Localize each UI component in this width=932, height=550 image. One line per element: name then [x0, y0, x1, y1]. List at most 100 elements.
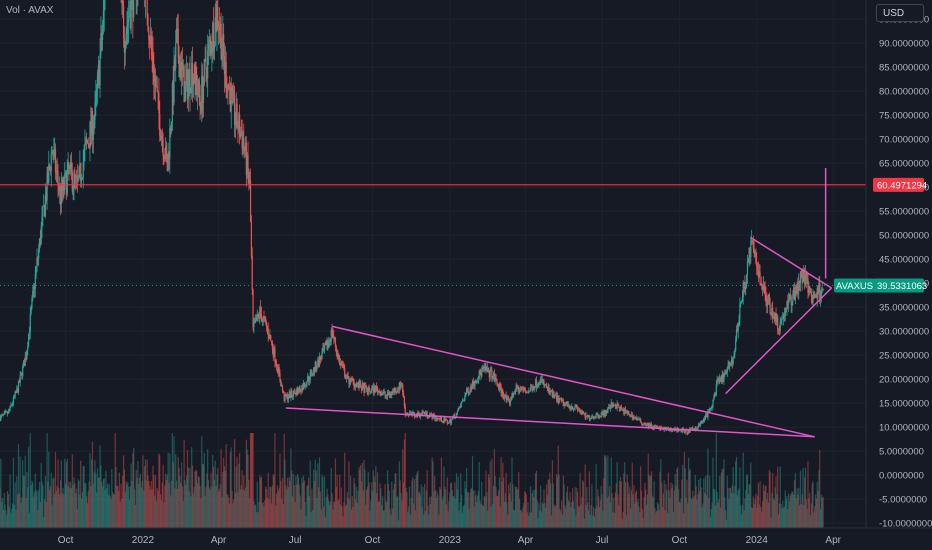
candle-body [181, 61, 184, 71]
volume-bar [783, 507, 785, 528]
candle-body [245, 142, 247, 176]
candle-body [780, 319, 782, 323]
candle-body [611, 402, 613, 406]
candle-body [394, 388, 396, 393]
candle-body [739, 304, 741, 320]
y-tick-label: 50.0000000 [879, 231, 929, 242]
candle-body [23, 361, 25, 367]
volume-bar [119, 501, 121, 528]
volume-bar [173, 436, 175, 528]
candle-body [150, 35, 152, 49]
volume-bar [773, 500, 775, 528]
volume-bar [645, 489, 647, 528]
volume-bar [245, 439, 247, 528]
volume-bar [429, 496, 431, 528]
volume-bar [65, 462, 68, 528]
volume-bar [533, 496, 535, 528]
candle-body [619, 407, 621, 411]
candle-body [636, 419, 638, 421]
volume-bar [380, 488, 382, 528]
volume-bar [585, 505, 587, 528]
volume-bar [26, 472, 28, 528]
trendline-wedge-upper[interactable] [331, 325, 815, 438]
volume-bar [820, 494, 823, 528]
volume-bar [629, 508, 632, 528]
volume-bar [577, 492, 579, 528]
candle-body [683, 429, 685, 433]
currency-button[interactable]: USD [876, 4, 924, 22]
candle-body [15, 391, 17, 393]
candle-body [371, 388, 373, 392]
candle-body [435, 417, 437, 420]
volume-bar [822, 496, 824, 528]
candle-body [29, 313, 31, 332]
volume-bar [571, 488, 574, 528]
candle-body [359, 382, 361, 388]
volume-bar [639, 511, 641, 528]
candle-body [358, 382, 360, 388]
volume-bar [323, 506, 325, 528]
candle-body [506, 397, 508, 400]
volume-bar [761, 500, 764, 528]
volume-bar [96, 468, 99, 528]
trendline-triangle-lower[interactable] [725, 287, 833, 395]
candle-body [399, 382, 401, 389]
trendline-drawings[interactable] [285, 168, 833, 438]
volume-bar [212, 466, 215, 528]
candle-body [545, 384, 547, 386]
volume-bar [809, 492, 811, 528]
volume-bar [777, 514, 780, 528]
volume-bar [502, 463, 504, 528]
candle-body [438, 418, 440, 419]
volume-bar [672, 484, 674, 528]
volume-bar [5, 510, 7, 528]
volume-bar [644, 482, 646, 528]
volume-bar [726, 475, 728, 528]
candle-body [561, 398, 563, 402]
volume-bar [250, 433, 252, 528]
candle-body [151, 48, 153, 56]
volume-bar [76, 509, 78, 528]
candle-body [202, 83, 205, 103]
candle-body [566, 401, 569, 405]
candle-body [716, 379, 718, 384]
volume-bar [447, 511, 449, 528]
trendline-wedge-lower[interactable] [285, 407, 815, 438]
trendline-triangle-upper[interactable] [750, 236, 832, 289]
volume-bar [210, 472, 212, 528]
volume-bar [504, 493, 506, 528]
candle-body [731, 359, 733, 364]
volume-bar [365, 489, 368, 528]
candle-body [809, 290, 812, 293]
candle-body [817, 288, 819, 293]
candle-body [761, 285, 763, 287]
volume-bar [754, 499, 756, 528]
time-axis[interactable]: Oct 2022 Apr Jul Oct 2023 Apr Jul Oct 2024 Apr [58, 535, 842, 546]
volume-bar [804, 467, 807, 528]
candle-body [265, 322, 268, 328]
candle-body [411, 412, 413, 415]
candle-body [756, 266, 759, 270]
volume-bar [536, 500, 538, 528]
candle-body [456, 411, 458, 414]
volume-bar [168, 482, 170, 528]
volume-bar [176, 488, 179, 528]
candle-body [376, 388, 379, 393]
candle-body [384, 391, 386, 396]
volume-bar [265, 486, 267, 528]
candle-body [571, 406, 574, 410]
volume-bar [337, 500, 339, 528]
volume-bar [645, 504, 648, 528]
candle-body [34, 274, 36, 289]
candle-body [427, 416, 429, 418]
candle-body [725, 372, 728, 374]
volume-bar [461, 512, 464, 528]
volume-bar [132, 453, 134, 528]
volume-bar [13, 505, 15, 528]
candle-body [594, 417, 596, 419]
candlesticks[interactable] [0, 0, 824, 436]
candle-body [803, 270, 805, 275]
candle-body [423, 411, 426, 415]
volume-bar [291, 470, 293, 528]
